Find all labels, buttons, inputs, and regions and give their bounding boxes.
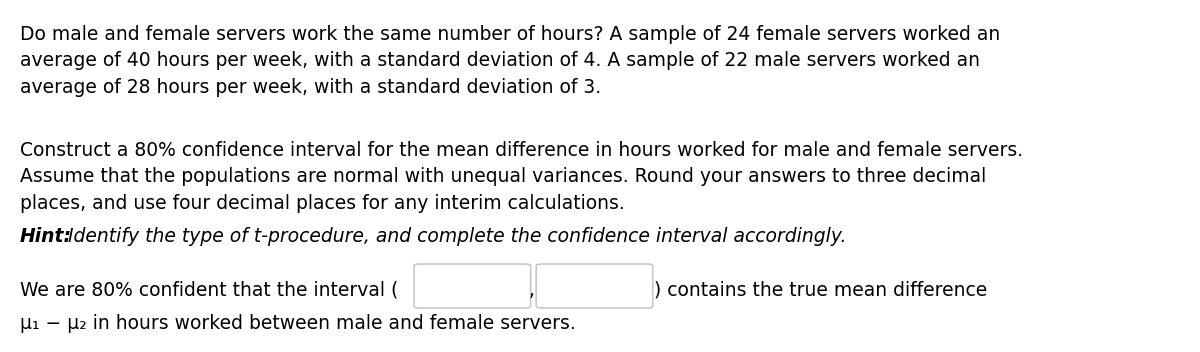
Text: μ₁ − μ₂ in hours worked between male and female servers.: μ₁ − μ₂ in hours worked between male and… bbox=[20, 314, 576, 333]
Text: ) contains the true mean difference: ) contains the true mean difference bbox=[654, 281, 988, 300]
Text: We are 80% confident that the interval (: We are 80% confident that the interval ( bbox=[20, 281, 398, 300]
FancyBboxPatch shape bbox=[414, 264, 530, 308]
Text: Hint:: Hint: bbox=[20, 227, 72, 246]
Text: Do male and female servers work the same number of hours? A sample of 24 female : Do male and female servers work the same… bbox=[20, 25, 1001, 97]
Text: ,: , bbox=[528, 281, 534, 300]
FancyBboxPatch shape bbox=[536, 264, 653, 308]
Text: Construct a 80% confidence interval for the mean difference in hours worked for : Construct a 80% confidence interval for … bbox=[20, 141, 1024, 213]
Text: Identify the type of t-procedure, and complete the confidence interval according: Identify the type of t-procedure, and co… bbox=[62, 227, 847, 246]
